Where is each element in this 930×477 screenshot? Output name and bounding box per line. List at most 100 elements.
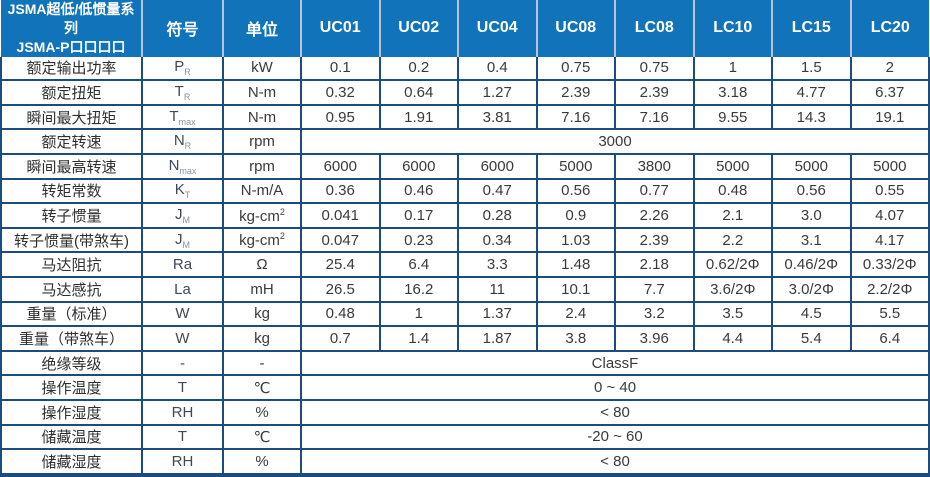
spec-row: 马达感抗 La mH 26.5 16.2 11 10.1 7.7 3.6/2Φ 3.0/2Φ 2.2… <box>0 276 930 303</box>
value-cell: 5.5 <box>849 300 930 328</box>
value-cell: 0.23 <box>378 226 459 254</box>
value-cell: 0.56 <box>535 177 616 205</box>
value-cell: 4.77 <box>771 79 852 106</box>
value-cell: 3.8 <box>535 325 616 352</box>
symbol-cell: JM <box>141 202 224 229</box>
value-cell: 2.39 <box>535 79 616 106</box>
value-cell: 7.16 <box>614 103 695 131</box>
value-cell: 7.7 <box>614 276 695 303</box>
value-cell: 5000 <box>535 153 616 180</box>
row-label-cell: 储藏湿度 <box>0 448 143 477</box>
spec-row: 额定输出功率 PR kW 0.1 0.2 0.4 0.75 0.75 1 1.5 2 <box>0 56 930 82</box>
value-cell: 2 <box>849 56 930 82</box>
value-cell: 2.39 <box>614 79 695 106</box>
row-label-cell: 马达感抗 <box>0 276 143 303</box>
value-cell: 1.48 <box>535 251 616 278</box>
value-cell: 0.62/2Φ <box>692 251 773 278</box>
value-cell: 5000 <box>692 153 773 180</box>
value-cell: 6.37 <box>849 79 930 106</box>
unit-cell: % <box>222 399 302 426</box>
unit-cell: ℃ <box>222 374 302 401</box>
value-cell: 0.9 <box>535 202 616 229</box>
unit-cell: kW <box>222 56 302 82</box>
spec-row: 瞬间最大扭矩 Tmax N-m 0.95 1.91 3.81 7.16 7.16 9.55 14.… <box>0 103 930 131</box>
symbol-cell: - <box>141 349 224 377</box>
row-label-cell: 额定输出功率 <box>0 56 143 82</box>
value-cell: 0.48 <box>300 300 381 328</box>
value-cell: 2.39 <box>614 226 695 254</box>
row-label-cell: 马达阻抗 <box>0 251 143 278</box>
value-cell: 0.46/2Φ <box>771 251 852 278</box>
spec-row: 瞬间最高转速 Nmax rpm 6000 6000 6000 5000 3800 5000 500… <box>0 153 930 180</box>
value-cell: 0.95 <box>300 103 381 131</box>
unit-cell: % <box>222 448 302 477</box>
symbol-cell: T <box>141 423 224 451</box>
header-row: JSMA超低/低惯量系列 JSMA-P口口口口 符号 单位 UC01 UC02 … <box>1 0 929 57</box>
row-label-cell: 操作湿度 <box>0 399 143 426</box>
value-cell: 11 <box>457 276 538 303</box>
symbol-column-header: 符号 <box>141 0 223 57</box>
model-column-header-lc20: LC20 <box>849 0 929 57</box>
value-cell: 1.03 <box>535 226 616 254</box>
value-cell: 1.91 <box>378 103 459 131</box>
symbol-cell: PR <box>141 56 224 82</box>
value-cell: 3.96 <box>614 325 695 352</box>
value-cell: 4.17 <box>849 226 930 254</box>
value-cell: 4.4 <box>692 325 773 352</box>
value-cell: 3.5 <box>692 300 773 328</box>
value-cell: 0.2 <box>378 56 459 82</box>
merged-value-cell: ClassF <box>300 349 930 377</box>
merged-value-cell: 3000 <box>300 128 930 156</box>
value-cell: 2.2/2Φ <box>849 276 930 303</box>
value-cell: 4.07 <box>849 202 930 229</box>
value-cell: 1 <box>692 56 773 82</box>
value-cell: 2.26 <box>614 202 695 229</box>
value-cell: 2.4 <box>535 300 616 328</box>
value-cell: 0.36 <box>300 177 381 205</box>
unit-cell: - <box>222 349 302 377</box>
value-cell: 5000 <box>849 153 930 180</box>
series-title-line1: JSMA超低/低惯量系列 <box>7 1 135 36</box>
unit-cell: mH <box>222 276 302 303</box>
row-label-cell: 额定转速 <box>0 128 143 156</box>
value-cell: 0.77 <box>614 177 695 205</box>
symbol-cell: Tmax <box>141 103 224 131</box>
value-cell: 0.55 <box>849 177 930 205</box>
value-cell: 2.2 <box>692 226 773 254</box>
row-label-cell: 重量（标准） <box>0 300 143 328</box>
symbol-cell: RH <box>141 399 224 426</box>
symbol-cell: Ra <box>141 251 224 278</box>
row-label-cell: 操作温度 <box>0 374 143 401</box>
row-label-cell: 转子惯量(带煞车) <box>0 226 143 254</box>
value-cell: 0.28 <box>457 202 538 229</box>
spec-row: 操作湿度 RH% < 80 <box>0 399 930 426</box>
merged-value-cell: < 80 <box>300 448 930 477</box>
unit-cell: N-m/A <box>222 177 302 205</box>
model-column-header-lc08: LC08 <box>614 0 694 57</box>
value-cell: 19.1 <box>849 103 930 131</box>
unit-cell: kg <box>222 325 302 352</box>
row-label-cell: 重量（带煞车） <box>0 325 143 352</box>
value-cell: 5.4 <box>771 325 852 352</box>
unit-cell: rpm <box>222 128 302 156</box>
symbol-cell: KT <box>141 177 224 205</box>
row-label-cell: 瞬间最大扭矩 <box>0 103 143 131</box>
model-column-header-uc02: UC02 <box>378 0 458 57</box>
symbol-cell: W <box>141 300 224 328</box>
symbol-cell: RH <box>141 448 224 477</box>
value-cell: 1 <box>378 300 459 328</box>
value-cell: 5000 <box>771 153 852 180</box>
symbol-cell: T <box>141 374 224 401</box>
model-column-header-uc04: UC04 <box>457 0 537 57</box>
value-cell: 0.33/2Φ <box>849 251 930 278</box>
value-cell: 7.16 <box>535 103 616 131</box>
value-cell: 26.5 <box>300 276 381 303</box>
value-cell: 2.1 <box>692 202 773 229</box>
value-cell: 14.3 <box>771 103 852 131</box>
merged-value-cell: 0 ~ 40 <box>300 374 930 401</box>
value-cell: 0.47 <box>457 177 538 205</box>
value-cell: 1.4 <box>378 325 459 352</box>
value-cell: 2.18 <box>614 251 695 278</box>
